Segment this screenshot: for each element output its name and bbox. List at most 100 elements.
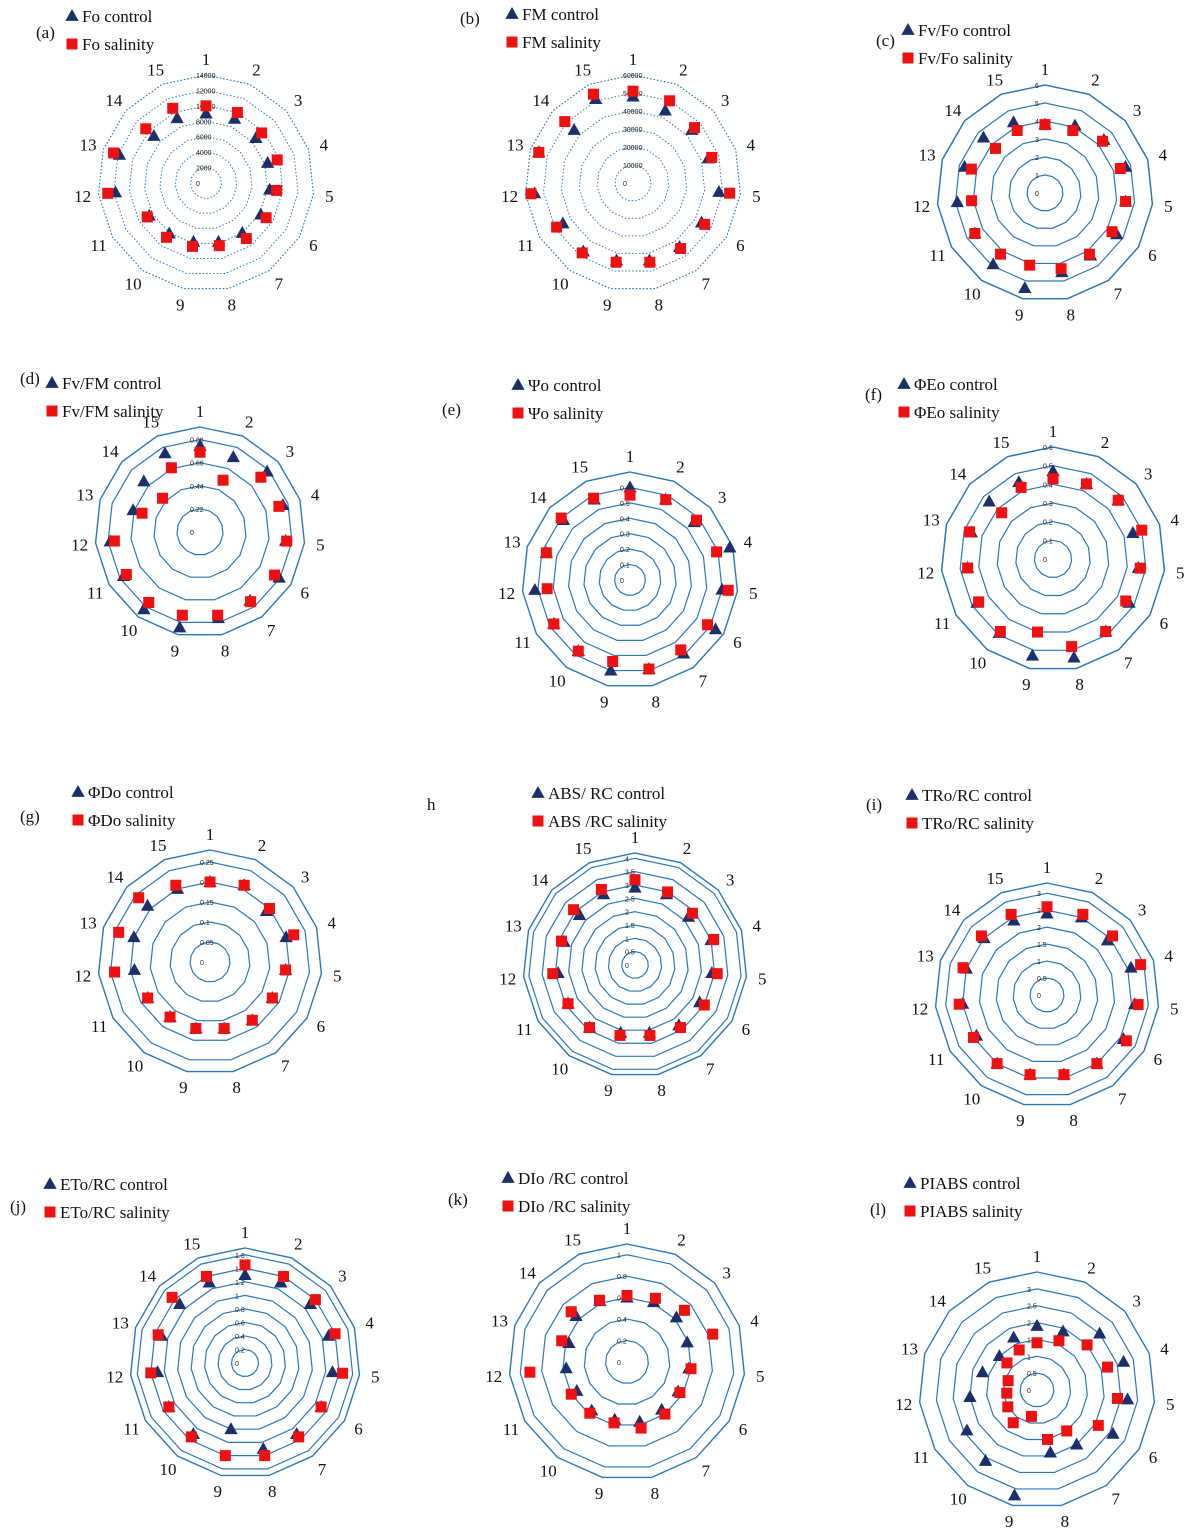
legend-label: Ψo salinity (528, 404, 604, 423)
data-point-salinity (556, 1335, 568, 1347)
tick-label: 0.1 (1043, 538, 1053, 545)
tick-label: 1 (1037, 959, 1041, 966)
spoke-label: 14 (532, 91, 550, 110)
grid-ring (959, 465, 1147, 651)
radar-panel: (g)00.050.10.150.20.25123456789101112131… (20, 783, 342, 1097)
tick-label: 3 (625, 883, 629, 890)
spoke-label: 14 (944, 101, 962, 120)
legend-marker-salinity (66, 38, 78, 50)
tick-label: 0.5 (1043, 464, 1053, 471)
data-point-salinity (259, 1450, 271, 1462)
data-point-salinity (200, 1270, 212, 1282)
data-point-salinity (185, 1431, 197, 1443)
grid-ring (1008, 156, 1082, 229)
data-point-salinity (1102, 1361, 1114, 1373)
spoke-label: 14 (106, 867, 124, 886)
data-point-salinity (1067, 125, 1079, 137)
tick-label: 0.5 (1027, 1371, 1037, 1378)
spoke-label: 14 (139, 1266, 157, 1285)
spoke-label: 10 (120, 621, 137, 640)
data-point-salinity (337, 1367, 349, 1379)
grid-ring-outer (918, 1271, 1156, 1507)
data-point-salinity (588, 492, 600, 504)
grid-ring (149, 901, 271, 1022)
grid-ring-outer (98, 74, 314, 290)
legend-label: ETo/RC salinity (60, 1203, 170, 1222)
grid-ring (614, 563, 646, 596)
spoke-label: 2 (1101, 433, 1110, 452)
data-point-salinity (315, 1401, 327, 1413)
spoke-label: 10 (963, 1090, 980, 1109)
tick-label: 8000 (196, 119, 212, 126)
spoke-label: 11 (934, 614, 950, 633)
spoke-label: 13 (504, 533, 521, 552)
spoke-label: 4 (1159, 146, 1168, 165)
tick-label: 0.5 (1037, 976, 1047, 983)
spoke-label: 4 (752, 916, 761, 935)
data-point-salinity (610, 256, 622, 268)
data-point-salinity (691, 514, 703, 526)
radar-panel: h00.511.522.533.54123456789101112131415A… (427, 784, 767, 1100)
spoke-label: 12 (917, 563, 934, 582)
spoke-label: 8 (232, 1078, 241, 1097)
legend-marker-control (45, 376, 59, 388)
data-point-salinity (711, 968, 723, 980)
grid-ring (954, 102, 1136, 282)
data-point-salinity (109, 966, 121, 978)
grid-ring (986, 1338, 1088, 1441)
tick-label: 2 (1037, 925, 1041, 932)
spoke-label: 10 (160, 1460, 177, 1479)
tick-label: 0.66 (190, 461, 204, 468)
spoke-label: 14 (102, 442, 120, 461)
data-point-control (978, 1453, 993, 1466)
data-point-control (975, 1365, 990, 1378)
data-point-salinity (163, 1401, 175, 1413)
data-point-salinity (141, 211, 153, 223)
spoke-label: 12 (485, 1367, 502, 1386)
data-point-control (950, 195, 964, 208)
spoke-label: 2 (1091, 71, 1100, 90)
grid-ring (607, 937, 663, 992)
spoke-label: 8 (651, 1484, 660, 1503)
grid-ring (537, 486, 723, 672)
data-point-salinity (1106, 226, 1118, 238)
data-point-salinity (1066, 641, 1078, 653)
radar-panel: (i)00.511.522.53123456789101112131415TRo… (866, 786, 1179, 1130)
spoke-label: 3 (1132, 1291, 1141, 1310)
spoke-label: 4 (327, 913, 336, 932)
data-point-salinity (674, 1022, 686, 1034)
spoke-label: 1 (629, 50, 638, 69)
data-point-salinity (102, 187, 114, 199)
data-point-salinity (231, 107, 243, 119)
data-point-control (982, 494, 996, 507)
data-point-salinity (541, 583, 553, 595)
legend-marker-salinity (904, 1205, 916, 1217)
data-point-salinity (194, 446, 206, 458)
data-point-salinity (706, 151, 718, 163)
spoke-label: 6 (733, 633, 742, 652)
data-point-control (126, 503, 140, 516)
spoke-label: 14 (529, 488, 547, 507)
spoke-label: 3 (722, 1263, 731, 1282)
tick-label: 3 (1027, 1287, 1031, 1294)
grid-ring (990, 138, 1100, 247)
data-point-control (224, 1422, 238, 1435)
data-point-salinity (660, 494, 672, 506)
data-point-salinity (991, 1058, 1003, 1070)
tick-label: 0.2 (620, 547, 630, 554)
data-point-salinity (576, 247, 588, 259)
legend-label: TRo/RC salinity (922, 814, 1034, 833)
data-point-salinity (973, 596, 985, 608)
spoke-label: 6 (1154, 1050, 1163, 1069)
tick-label: 14000 (196, 73, 216, 80)
grid-ring (996, 502, 1110, 615)
data-point-control (147, 129, 161, 141)
data-point-control (1046, 464, 1060, 477)
legend-marker-control (501, 1171, 515, 1183)
grid-ring (519, 1254, 735, 1468)
legend-marker-control (901, 23, 915, 35)
tick-label: 0 (1037, 993, 1041, 1000)
spoke-label: 1 (1049, 422, 1058, 441)
data-point-salinity (1132, 999, 1144, 1011)
